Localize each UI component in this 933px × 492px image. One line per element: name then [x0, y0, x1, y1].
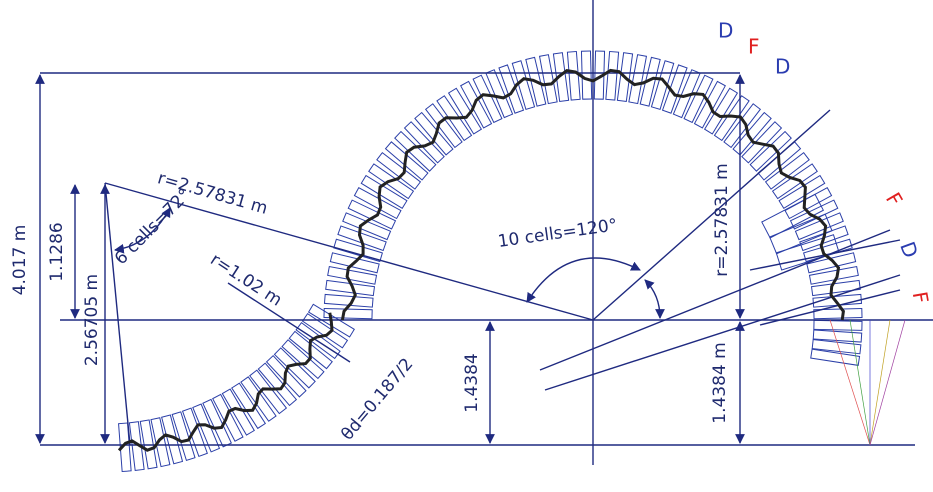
cell — [764, 151, 810, 190]
cell — [749, 130, 792, 172]
cell — [693, 80, 726, 129]
cell — [616, 52, 634, 103]
cell — [732, 111, 772, 156]
cell — [812, 329, 863, 343]
cell — [327, 265, 378, 285]
magnet-label: F — [908, 290, 933, 306]
magnet-label: F — [748, 35, 760, 59]
cell — [605, 50, 620, 101]
cell — [703, 87, 739, 135]
label: 2.56705 m — [82, 274, 102, 366]
cell — [150, 417, 171, 468]
cell — [813, 307, 863, 320]
cell — [580, 50, 593, 100]
cell — [810, 348, 861, 366]
label: 1.1286 — [47, 222, 67, 281]
cell — [794, 212, 844, 241]
magnet-label: F — [881, 188, 908, 210]
cell — [307, 303, 355, 338]
cell — [525, 56, 547, 107]
cell — [171, 411, 196, 461]
cell — [810, 279, 861, 297]
cell — [436, 95, 473, 142]
cell — [342, 212, 392, 241]
cell — [265, 355, 307, 398]
fan — [829, 319, 906, 446]
reference-lines — [40, 0, 933, 465]
magnet-label: D — [895, 238, 923, 261]
cell — [376, 151, 422, 190]
label: 1.4384 — [462, 353, 482, 412]
dimension-labels: r=2.57831 m 6 cells=72° r=1.02 m 10 cell… — [10, 163, 732, 444]
magnet-label: D — [775, 55, 790, 79]
cell — [329, 252, 380, 274]
cell — [769, 213, 833, 255]
cell — [360, 174, 408, 210]
cell — [683, 74, 714, 124]
cell — [511, 60, 536, 111]
cell — [368, 163, 415, 200]
cell — [447, 87, 483, 135]
cell — [628, 54, 648, 105]
cell — [240, 376, 277, 422]
cell — [212, 393, 244, 442]
cell — [424, 103, 463, 149]
cell — [566, 50, 581, 101]
cell — [761, 193, 825, 239]
cell — [181, 407, 208, 458]
cell — [231, 382, 267, 430]
cell — [538, 54, 558, 105]
label: r=1.02 m — [207, 250, 286, 311]
cell — [281, 339, 325, 380]
cell — [333, 238, 384, 263]
magnet-label: D — [718, 19, 733, 43]
cell — [288, 330, 333, 370]
label: 6 cells=72° — [111, 185, 195, 269]
cell — [775, 234, 840, 271]
beam-envelope — [117, 68, 845, 452]
label: 10 cells=120° — [497, 215, 619, 252]
cell — [394, 130, 437, 172]
cell — [650, 60, 675, 111]
magnet-labels: D F D F D F — [718, 19, 933, 306]
label: 4.017 m — [10, 225, 30, 296]
label: 1.4384 m — [710, 342, 730, 423]
label: r=2.57831 m — [712, 163, 732, 277]
cell — [799, 225, 849, 252]
label: θd=0.187/2 — [337, 354, 417, 444]
cell — [813, 319, 863, 331]
cell — [257, 362, 298, 407]
cell — [806, 252, 857, 274]
cell — [323, 307, 373, 320]
